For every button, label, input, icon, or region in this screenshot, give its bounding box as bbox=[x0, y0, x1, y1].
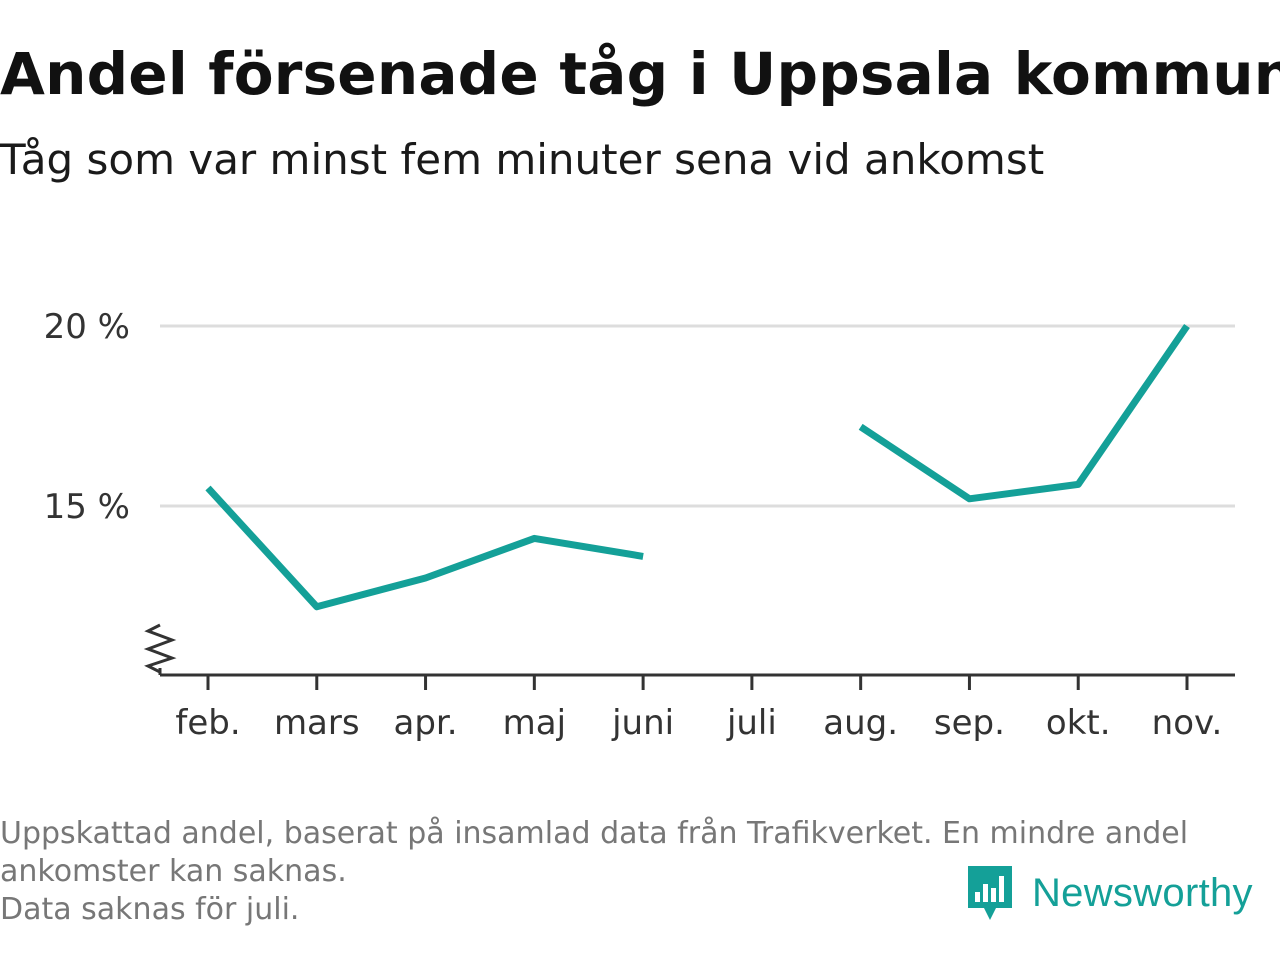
footnote-line-1: Uppskattad andel, baserat på insamlad da… bbox=[0, 816, 1189, 851]
y-tick-label: 20 % bbox=[44, 307, 130, 347]
x-tick-label: aug. bbox=[823, 703, 898, 743]
brand-logo: Newsworthy bbox=[964, 862, 1253, 924]
x-tick-label: maj bbox=[503, 703, 566, 743]
series-line bbox=[858, 324, 1190, 503]
footnote: Uppskattad andel, baserat på insamlad da… bbox=[0, 815, 1270, 929]
brand-name: Newsworthy bbox=[1032, 871, 1253, 915]
series-line bbox=[205, 485, 644, 611]
y-tick-label: 15 % bbox=[44, 487, 130, 527]
footnote-line-2: ankomster kan saknas. bbox=[0, 854, 347, 889]
x-tick-label: feb. bbox=[175, 703, 240, 743]
x-tick-label: okt. bbox=[1046, 703, 1111, 743]
chart-subtitle: Tåg som var minst fem minuter sena vid a… bbox=[0, 135, 1045, 184]
newsworthy-logo-icon bbox=[968, 866, 1012, 920]
x-tick-label: sep. bbox=[934, 703, 1005, 743]
x-tick-label: nov. bbox=[1152, 703, 1223, 743]
x-tick-label: juli bbox=[726, 703, 777, 743]
line-chart: 15 % 20 % feb. mars apr. maj juni juli aug. sep. o… bbox=[44, 307, 1235, 743]
x-tick-label: juni bbox=[611, 703, 674, 743]
chart-title: Andel försenade tåg i Uppsala kommun bbox=[0, 40, 1280, 108]
x-tick-label: mars bbox=[274, 703, 360, 743]
footnote-line-3: Data saknas för juli. bbox=[0, 892, 300, 927]
axis-break-icon bbox=[143, 623, 177, 674]
x-tick-label: apr. bbox=[394, 703, 458, 743]
